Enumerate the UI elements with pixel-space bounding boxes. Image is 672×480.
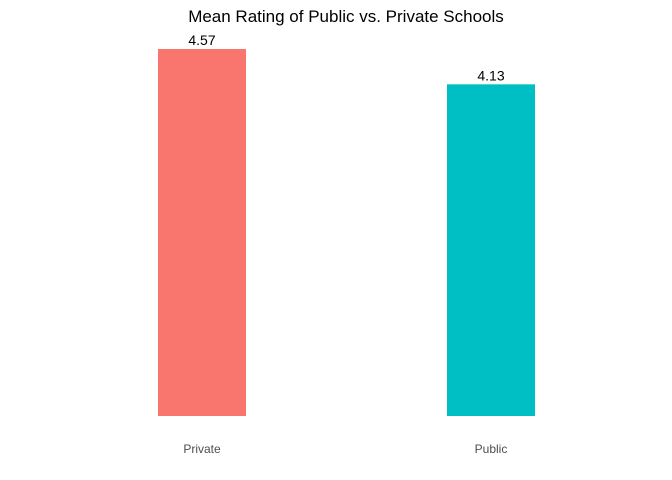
value-label-public: 4.13 — [477, 67, 504, 83]
x-tick-label-public: Public — [475, 442, 508, 456]
bar-public — [447, 84, 535, 417]
chart-title: Mean Rating of Public vs. Private School… — [188, 7, 504, 26]
x-tick-label-private: Private — [183, 442, 221, 456]
x-axis-ticks-group: Private Public — [183, 442, 507, 456]
bars-group — [158, 49, 535, 417]
value-label-private: 4.57 — [188, 32, 215, 48]
value-labels-group: 4.57 4.13 — [188, 32, 504, 83]
bar-private — [158, 49, 246, 416]
